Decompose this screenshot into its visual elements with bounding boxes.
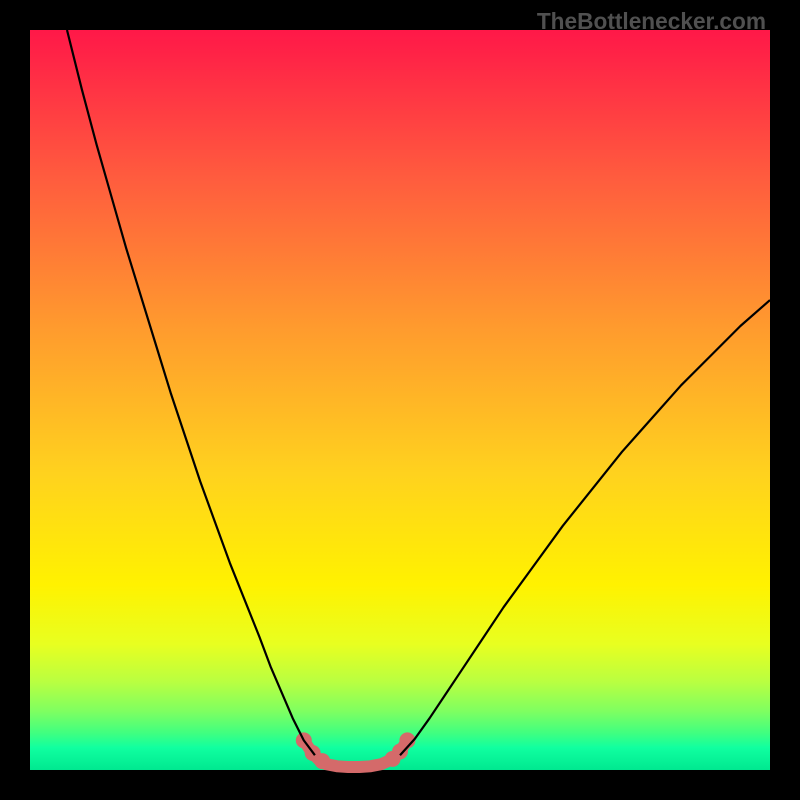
- plot-area: [30, 30, 770, 770]
- watermark-text: TheBottlenecker.com: [537, 8, 766, 35]
- curve-left: [67, 30, 315, 755]
- curves-svg: [30, 30, 770, 770]
- curve-right: [400, 300, 770, 755]
- chart-frame: TheBottlenecker.com: [0, 0, 800, 800]
